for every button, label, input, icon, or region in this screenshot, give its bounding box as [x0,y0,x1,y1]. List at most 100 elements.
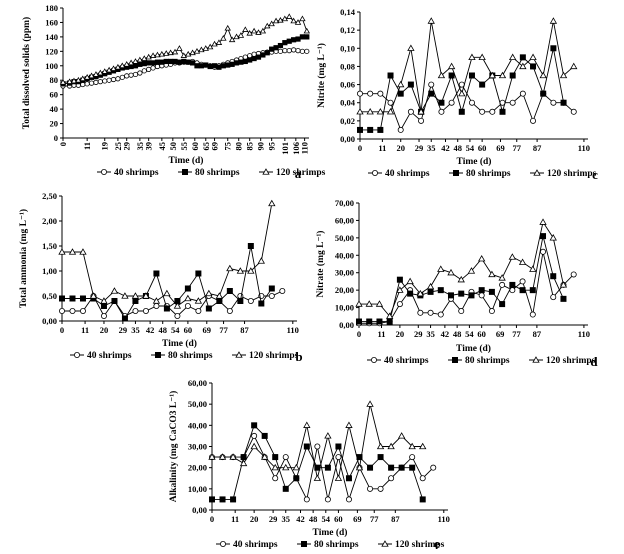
data-point [246,29,253,36]
data-point [367,90,374,97]
data-point [345,496,352,503]
data-point [142,307,149,314]
data-point [499,108,506,115]
data-point [355,300,363,307]
data-point [236,267,245,274]
data-point [195,270,202,277]
data-point [366,318,373,325]
x-tick-label: 69 [203,325,212,335]
data-point [247,297,254,304]
data-point [250,27,258,34]
data-point [539,218,547,225]
data-point [304,48,310,54]
data-point [69,295,76,302]
data-point [286,13,293,19]
chart-e: 0,00 10,00 20,00 30,00 40,00 50,00 60,00 0 11 20 2… [168,378,450,551]
data-point [570,271,577,278]
data-point [508,253,517,260]
data-point [498,274,506,281]
x-tick-label: 11 [82,142,92,150]
data-point [106,77,112,83]
y-tick-label: 2,00 [42,216,57,226]
legend-marker [181,168,188,175]
data-point [111,297,118,304]
series-120-shrimps [58,199,276,309]
data-point [295,48,301,54]
data-point [206,43,214,50]
data-point [479,108,486,115]
data-point [194,63,200,69]
y-axis-label: Alkalinity (mg CaCO3 L⁻¹) [168,391,179,503]
panel-label: d [590,354,598,369]
y-tick-label: 180 [45,3,58,13]
x-tick-label: 77 [219,325,228,335]
y-tick-label: 0,12 [340,25,355,35]
y-tick-label: 0,04 [340,98,356,108]
legend-marker [101,168,108,175]
data-point [226,307,233,314]
data-point [261,432,268,439]
data-point [59,79,67,85]
data-point [176,45,183,51]
data-point [498,71,507,79]
data-point [509,72,516,79]
x-tick-label: 0 [358,143,362,153]
y-tick-label: 60,00 [188,378,207,388]
legend: 40 shrimps 80 shrimps 120 shrimps [97,168,326,178]
data-point [66,78,73,84]
panel-label: e [434,536,440,551]
data-point [68,248,77,255]
data-point [438,108,445,115]
data-point [146,60,152,66]
data-point [207,63,213,70]
series-line [62,290,283,317]
data-point [121,315,128,322]
data-point [163,58,169,65]
y-axis-label: Nitrate (mg L⁻¹) [315,231,326,298]
data-point [100,297,108,304]
data-point [167,49,174,56]
data-point [100,312,107,319]
data-point [407,81,414,88]
data-point [115,76,121,82]
x-tick-label: 110 [287,325,299,335]
data-point [549,17,558,24]
series-120-shrimps [59,13,311,85]
data-point [324,432,332,439]
x-tick-label: 60 [477,329,486,339]
data-point [110,76,117,83]
data-point [324,496,331,503]
legend-marker [370,356,377,363]
x-tick-label: 48 [453,143,462,153]
y-tick-label: 0,08 [340,61,355,71]
data-point [448,72,455,79]
data-point [428,81,435,88]
data-point [260,52,266,58]
data-point [237,292,244,299]
data-point [509,281,516,288]
data-point [194,297,203,304]
legend-entry: 80 shrimps [195,168,240,178]
legend-marker [371,169,378,176]
y-tick-label: 160 [45,17,58,27]
data-point [70,77,78,84]
data-point [366,400,374,407]
series-80-shrimps [208,422,426,503]
data-point [79,248,87,255]
data-point [468,99,475,106]
y-tick-label: 40 [50,104,59,114]
x-tick-label: 87 [533,143,542,153]
data-point [519,278,526,285]
x-tick-label: 87 [391,514,400,524]
legend: 40 shrimps 80 shrimps 120 shrimps [367,356,596,366]
y-tick-label: 40,00 [188,420,207,430]
x-tick-label: 69 [353,514,362,524]
data-point [387,72,394,79]
y-tick-label: 2,50 [42,191,57,201]
data-point [172,58,178,65]
data-point [247,57,253,63]
x-tick-label: 106 [291,142,301,155]
chart-b: 0,00 0,50 1,00 1,50 2,00 2,50 0 11 20 29 35 42 48 54 6… [18,191,303,364]
series-80-shrimps [59,242,275,322]
